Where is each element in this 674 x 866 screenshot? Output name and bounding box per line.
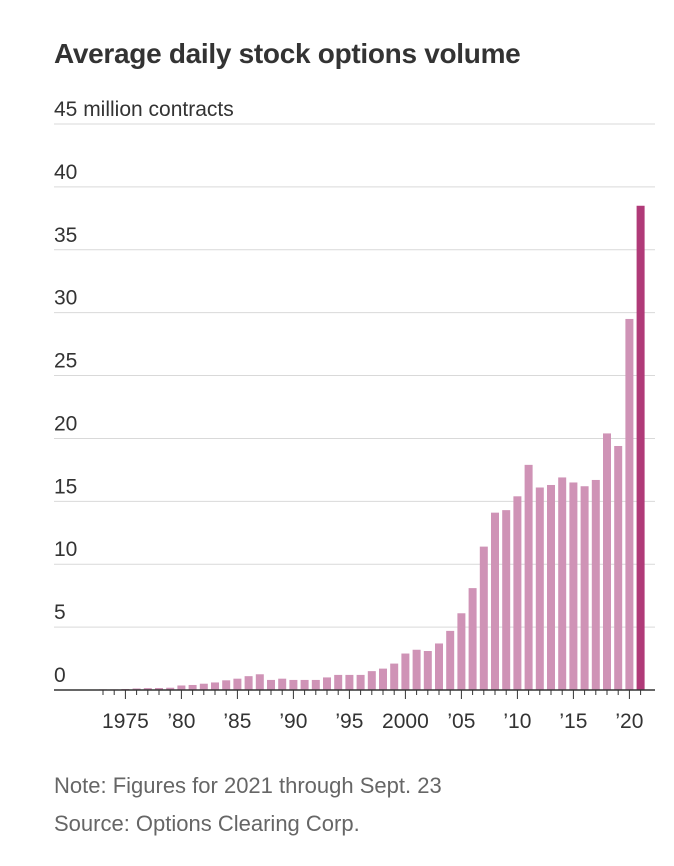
bar-2015 xyxy=(569,482,578,690)
bar-1985 xyxy=(233,678,242,690)
x-tick-label: ’85 xyxy=(223,710,251,733)
bar-2020 xyxy=(625,318,634,690)
bar-1979 xyxy=(166,687,175,690)
x-tick-label: ’15 xyxy=(559,710,587,733)
bar-1982 xyxy=(199,683,208,690)
bar-2001 xyxy=(412,649,421,690)
bar-1988 xyxy=(267,679,275,690)
bar-2009 xyxy=(502,510,511,690)
bar-1997 xyxy=(367,671,376,690)
bar-1990 xyxy=(289,679,298,690)
bar-1994 xyxy=(334,674,343,690)
bar-1999 xyxy=(390,663,399,690)
bar-2013 xyxy=(547,484,555,690)
y-tick-label: 45 million contracts xyxy=(54,98,234,121)
bar-2008 xyxy=(491,512,499,690)
gridlines xyxy=(54,123,655,628)
bar-2007 xyxy=(479,546,488,690)
y-tick-label: 0 xyxy=(54,664,66,687)
bar-2011 xyxy=(524,464,533,690)
bar-1991 xyxy=(300,679,309,690)
chart-source: Source: Options Clearing Corp. xyxy=(54,811,360,836)
y-tick-label: 30 xyxy=(54,287,77,310)
bar-1977 xyxy=(143,688,152,690)
y-tick-label: 25 xyxy=(54,350,77,373)
y-tick-label: 20 xyxy=(54,412,77,435)
bar-2010 xyxy=(513,496,522,690)
bar-2005 xyxy=(457,613,466,690)
bar-2021 xyxy=(636,205,645,690)
x-axis-labels: 1975 ’80 ’85 ’90 ’95 2000 ’05 ’10 ’15 ’20 xyxy=(102,710,643,733)
bar-1986 xyxy=(244,676,253,690)
x-tick-label: ’80 xyxy=(167,710,195,733)
x-tick-label: ’05 xyxy=(447,710,475,733)
y-tick-label: 15 xyxy=(54,475,77,498)
bar-2019 xyxy=(614,445,623,690)
bar-1980 xyxy=(177,685,186,690)
y-tick-label: 40 xyxy=(54,161,77,184)
bar-1989 xyxy=(278,678,287,690)
bar-1995 xyxy=(345,674,354,690)
bars xyxy=(99,205,645,690)
bar-2000 xyxy=(401,653,410,690)
bar-1987 xyxy=(255,674,264,690)
bar-2004 xyxy=(446,630,455,690)
bar-1984 xyxy=(222,680,231,690)
bar-1996 xyxy=(356,674,365,690)
x-axis xyxy=(54,689,655,699)
x-tick-label: ’95 xyxy=(335,710,363,733)
x-tick-label: ’10 xyxy=(503,710,531,733)
bar-2002 xyxy=(423,651,432,690)
x-tick-label: 1975 xyxy=(102,710,149,733)
bar-1992 xyxy=(311,679,320,690)
bar-1983 xyxy=(211,682,219,690)
bar-2016 xyxy=(580,486,589,690)
y-axis-labels: 0 5 10 15 20 25 30 35 40 45 million contracts xyxy=(54,98,234,687)
bar-1978 xyxy=(155,687,163,690)
bar-1998 xyxy=(379,668,387,690)
bar-2012 xyxy=(535,487,544,690)
bar-2018 xyxy=(603,433,611,690)
bar-2017 xyxy=(591,479,600,690)
y-tick-label: 5 xyxy=(54,601,66,624)
bar-2006 xyxy=(468,588,477,690)
x-tick-label: ’90 xyxy=(279,710,307,733)
bar-2003 xyxy=(435,643,443,690)
x-tick-label: ’20 xyxy=(615,710,643,733)
chart-note: Note: Figures for 2021 through Sept. 23 xyxy=(54,773,442,798)
x-tick-label: 2000 xyxy=(382,710,429,733)
y-tick-label: 35 xyxy=(54,224,77,247)
chart-title: Average daily stock options volume xyxy=(54,38,521,69)
bar-chart: 0 5 10 15 20 25 30 35 40 45 million contracts 197… xyxy=(54,98,655,733)
bar-2014 xyxy=(558,477,567,690)
y-tick-label: 10 xyxy=(54,538,77,561)
bar-1981 xyxy=(188,684,197,690)
bar-1976 xyxy=(132,688,141,690)
bar-1993 xyxy=(323,677,331,690)
